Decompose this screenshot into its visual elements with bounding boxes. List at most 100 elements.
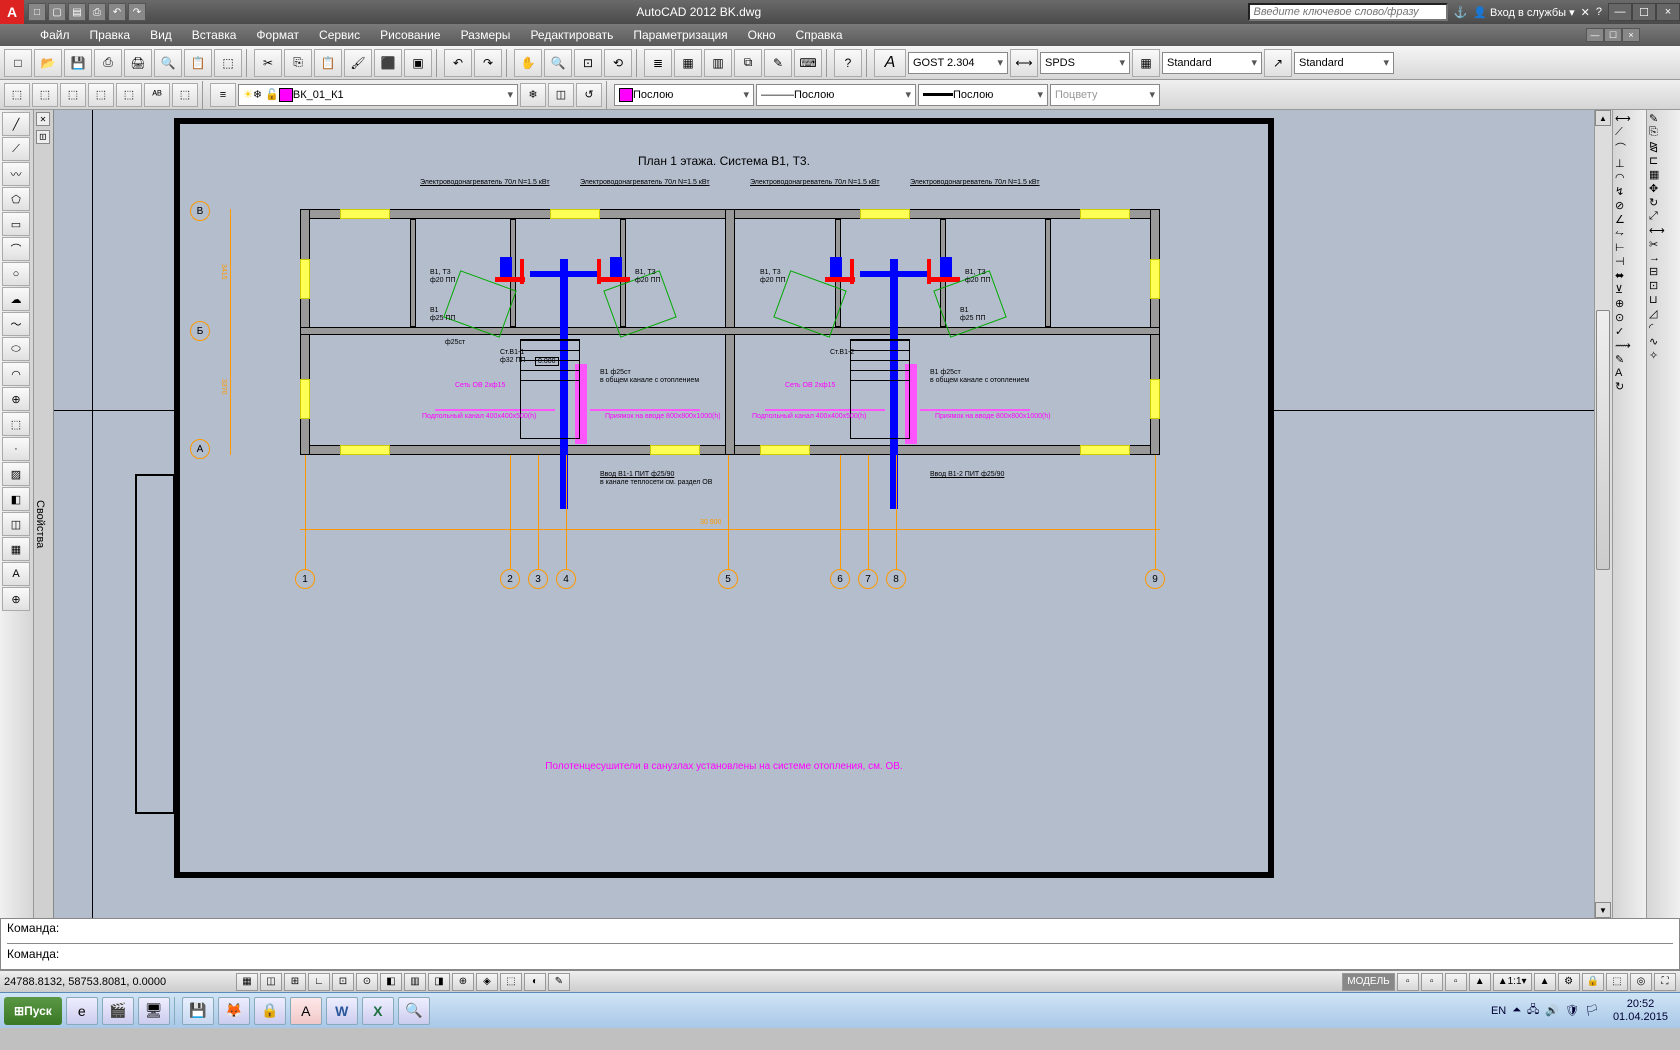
autohide-icon[interactable]: ⊟: [36, 130, 50, 144]
chamfer-icon[interactable]: ◿: [1649, 307, 1678, 320]
linetype-select[interactable]: ——— Послою: [756, 84, 916, 106]
scrollbar-v[interactable]: ▲ ▼: [1594, 110, 1612, 918]
tray-clock[interactable]: 20:5201.04.2015: [1605, 998, 1676, 1024]
dim-break-icon[interactable]: ⊻: [1615, 283, 1644, 296]
markup-icon[interactable]: ✎: [764, 49, 792, 77]
insert-icon[interactable]: ⊕: [2, 387, 30, 411]
snap-icon[interactable]: ▦: [236, 973, 258, 991]
centermark-icon[interactable]: ⊙: [1615, 311, 1644, 324]
polar-icon[interactable]: ∟: [308, 973, 330, 991]
layermgr-icon[interactable]: ≡: [210, 83, 236, 107]
dim-base-icon[interactable]: ⊢: [1615, 241, 1644, 254]
offset-icon[interactable]: ⊏: [1649, 154, 1678, 167]
mirror-icon[interactable]: ⧎: [1649, 140, 1678, 153]
annoscale-select[interactable]: ▲ 1:1 ▾: [1493, 973, 1532, 991]
lay2-icon[interactable]: ⬚: [32, 83, 58, 107]
polygon-icon[interactable]: ⬠: [2, 187, 30, 211]
ellipse-icon[interactable]: ⬭: [2, 337, 30, 361]
open-icon[interactable]: 📂: [34, 49, 62, 77]
otrack-icon[interactable]: ◧: [380, 973, 402, 991]
dim-ang-icon[interactable]: ∠: [1615, 213, 1644, 226]
lay4-icon[interactable]: ⬚: [88, 83, 114, 107]
qat-redo-icon[interactable]: ↷: [128, 3, 146, 21]
search-input[interactable]: [1248, 3, 1448, 21]
menu-draw[interactable]: Рисование: [380, 28, 440, 42]
zoom-icon[interactable]: 🔍: [544, 49, 572, 77]
am-icon[interactable]: ✎: [548, 973, 570, 991]
spell-icon[interactable]: ᴬᴮ: [144, 83, 170, 107]
start-button[interactable]: ⊞ Пуск: [4, 997, 62, 1025]
fillet-icon[interactable]: ◜: [1649, 321, 1678, 334]
gradient-icon[interactable]: ◧: [2, 487, 30, 511]
hatch-icon[interactable]: ▨: [2, 462, 30, 486]
paste-icon[interactable]: 📋: [314, 49, 342, 77]
plotstyle-select[interactable]: Поцвету: [1050, 84, 1160, 106]
dim-cont-icon[interactable]: ⊣: [1615, 255, 1644, 268]
doc-max-button[interactable]: ☐: [1604, 28, 1622, 42]
calc-icon[interactable]: ⌨: [794, 49, 822, 77]
tb-excel-icon[interactable]: X: [362, 997, 394, 1025]
join-icon[interactable]: ⊔: [1649, 293, 1678, 306]
rect-icon[interactable]: ▭: [2, 212, 30, 236]
tray-shield-icon[interactable]: 🛡: [1565, 1004, 1579, 1017]
ortho-icon[interactable]: ⊞: [284, 973, 306, 991]
doc-close-button[interactable]: ×: [1622, 28, 1640, 42]
menu-tools[interactable]: Сервис: [319, 28, 360, 42]
dcenter-icon[interactable]: ▦: [674, 49, 702, 77]
grid-icon[interactable]: ◫: [260, 973, 282, 991]
lay6-icon[interactable]: ⬚: [172, 83, 198, 107]
mleader-icon[interactable]: ↗: [1264, 49, 1292, 77]
mtext-icon[interactable]: A: [2, 562, 30, 586]
qat-undo-icon[interactable]: ↶: [108, 3, 126, 21]
layer-select[interactable]: ☀ ❄ 🔓 ВК_01_К1: [238, 84, 518, 106]
menu-view[interactable]: Вид: [150, 28, 172, 42]
trim-icon[interactable]: ✂: [1649, 238, 1678, 251]
tpy-icon[interactable]: ◈: [476, 973, 498, 991]
publish-icon[interactable]: 📋: [184, 49, 212, 77]
inspect-icon[interactable]: ✓: [1615, 325, 1644, 338]
qat-save-icon[interactable]: ▤: [68, 3, 86, 21]
dim-rad-icon[interactable]: ◠: [1615, 171, 1644, 184]
cmd-input[interactable]: Команда:: [7, 943, 1673, 963]
new-icon[interactable]: □: [4, 49, 32, 77]
copy2-icon[interactable]: ⎘: [1649, 126, 1678, 139]
tb-mag-icon[interactable]: 🔍: [398, 997, 430, 1025]
tray-flag-icon[interactable]: 🏳: [1585, 1004, 1599, 1017]
ellipsearc-icon[interactable]: ◠: [2, 362, 30, 386]
pin-icon[interactable]: ✕: [36, 112, 50, 126]
help2-icon[interactable]: ?: [834, 49, 862, 77]
lwt-icon[interactable]: ⊕: [452, 973, 474, 991]
tb-app1-icon[interactable]: 🎬: [102, 997, 134, 1025]
explode-icon[interactable]: ✧: [1649, 349, 1678, 362]
ann-icon[interactable]: ▲: [1469, 973, 1491, 991]
textstyle-select[interactable]: GOST 2.304: [908, 52, 1008, 74]
menu-edit[interactable]: Правка: [90, 28, 131, 42]
mleader-select[interactable]: Standard: [1294, 52, 1394, 74]
3d-icon[interactable]: ⬚: [214, 49, 242, 77]
zoomprev-icon[interactable]: ⟲: [604, 49, 632, 77]
zoomwin-icon[interactable]: ⊡: [574, 49, 602, 77]
erase-icon[interactable]: ✎: [1649, 112, 1678, 125]
dim-ord-icon[interactable]: ⊥: [1615, 157, 1644, 170]
block2-icon[interactable]: ▣: [404, 49, 432, 77]
ducs-icon[interactable]: ▥: [404, 973, 426, 991]
properties-tab[interactable]: ✕ ⊟ Свойства: [34, 110, 54, 918]
drawing-canvas[interactable]: План 1 этажа. Система В1, Т3. Полотенцес…: [54, 110, 1594, 918]
preview-icon[interactable]: 🔍: [154, 49, 182, 77]
stretch-icon[interactable]: ⟷: [1649, 224, 1678, 237]
maximize-button[interactable]: ☐: [1632, 3, 1656, 21]
menu-dim[interactable]: Размеры: [461, 28, 511, 42]
dim-jog-icon[interactable]: ↯: [1615, 185, 1644, 198]
3dosnap-icon[interactable]: ⊙: [356, 973, 378, 991]
minimize-button[interactable]: —: [1608, 3, 1632, 21]
lang-indicator[interactable]: EN: [1491, 1005, 1506, 1017]
dimstyle-select[interactable]: SPDS: [1040, 52, 1130, 74]
exchange-icon[interactable]: ✕: [1581, 6, 1590, 19]
blend-icon[interactable]: ∿: [1649, 335, 1678, 348]
jogline-icon[interactable]: ⟿: [1615, 339, 1644, 352]
block-icon[interactable]: ⬛: [374, 49, 402, 77]
dim-align-icon[interactable]: ⟋: [1615, 126, 1644, 139]
match-icon[interactable]: 🖌: [344, 49, 372, 77]
qv-icon[interactable]: ▫: [1421, 973, 1443, 991]
dim-space-icon[interactable]: ⬌: [1615, 269, 1644, 282]
